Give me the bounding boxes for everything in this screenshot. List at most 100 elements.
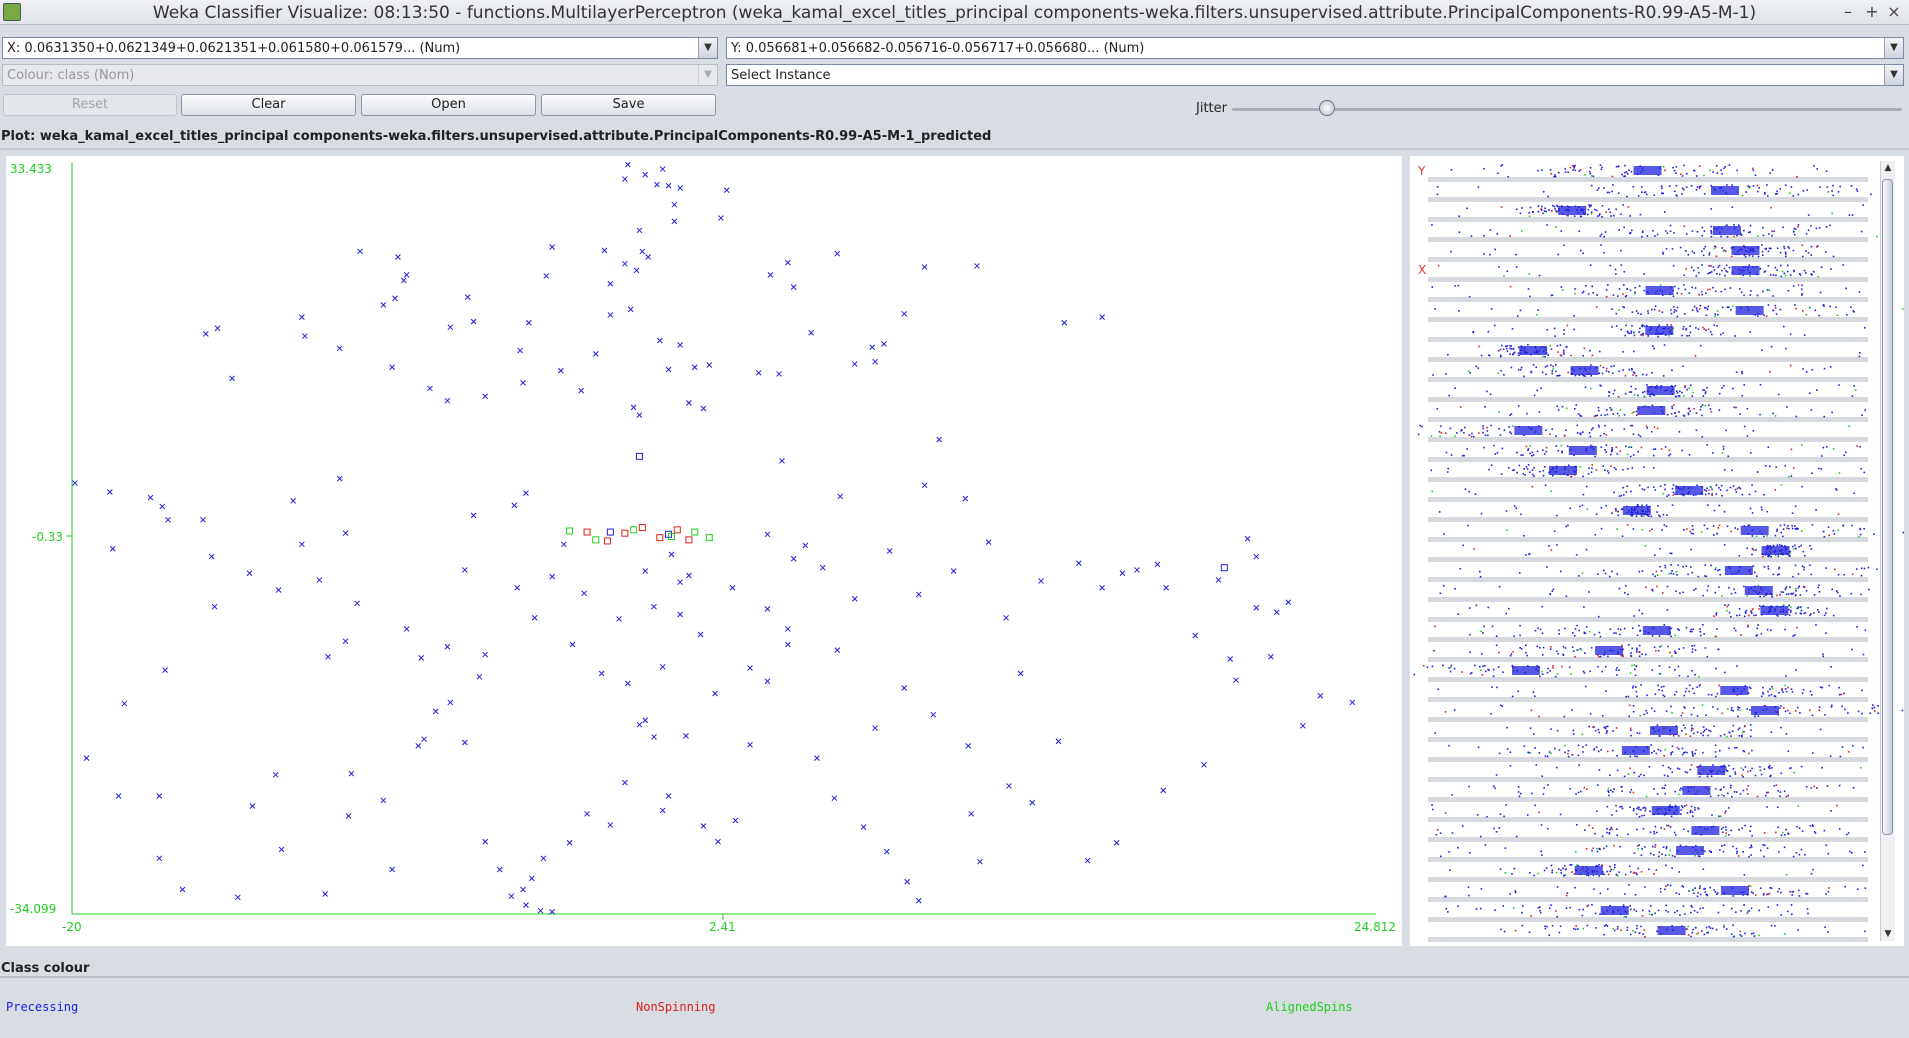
attribute-strip-point [1832,614,1835,617]
x-axis-select[interactable]: X: 0.0631350+0.0621349+0.0621351+0.06158… [2,37,718,59]
attribute-strip-point [1492,668,1495,671]
attribute-strip-point [1661,311,1664,313]
attribute-strip-point [1549,670,1551,672]
attribute-strip-point [1593,888,1595,890]
attribute-strip-point [1665,247,1668,250]
attribute-strip-point [1612,928,1614,930]
attribute-strip-point [1582,493,1585,496]
attribute-strip-point [1509,235,1511,237]
minimize-icon[interactable]: – [1844,2,1852,21]
scroll-up-icon[interactable]: ▲ [1884,163,1892,173]
attribute-strip-point [1584,632,1587,635]
attribute-strip-point [1836,804,1838,807]
attribute-strip-point [1767,250,1770,253]
attribute-strip-point [1494,909,1496,912]
attribute-strip-point [1788,614,1791,616]
save-button[interactable]: Save [541,94,716,116]
attribute-strip-point [1709,331,1712,333]
scroll-down-icon[interactable]: ▼ [1884,929,1892,939]
data-point-alignedspins-square [705,534,713,542]
attribute-strip-point [1716,892,1719,894]
open-button[interactable]: Open [361,94,536,116]
attribute-strip-point [1608,833,1611,835]
attribute-strip-point [1526,654,1529,657]
attribute-scrollbar[interactable]: ▲ ▼ [1880,161,1895,941]
attribute-bars-panel[interactable] [1326,156,1909,946]
attribute-strip-point [1667,494,1670,496]
attribute-strip-point [1743,294,1745,297]
attribute-strip-point [1613,929,1616,932]
attribute-strip-point [1710,564,1712,567]
attribute-strip-point [1754,715,1756,718]
attribute-strip-point [1696,911,1699,914]
attribute-strip-point [1713,245,1716,248]
scatter-plot[interactable] [6,156,1402,946]
attribute-strip-point [1818,591,1821,593]
attribute-strip-point [1825,567,1827,569]
legend-item-alignedspins[interactable]: AlignedSpins [1266,1000,1353,1014]
clear-button[interactable]: Clear [181,94,356,116]
attribute-strip-point [1710,271,1713,273]
attribute-strip-point [1504,847,1507,849]
attribute-strip-point [1499,434,1502,436]
scatter-plot-panel[interactable] [6,156,1402,946]
attribute-strip-point [1631,229,1633,232]
attribute-strip-density [1622,506,1651,515]
attribute-strip-point [1623,270,1626,273]
close-icon[interactable]: × [1887,2,1901,21]
scroll-thumb[interactable] [1882,179,1893,835]
attribute-strip-point [1520,230,1523,232]
attribute-strip-point [1620,654,1622,657]
data-point-precessing-x [496,866,503,873]
maximize-icon[interactable]: + [1865,2,1879,21]
legend-item-nonspinning[interactable]: NonSpinning [636,1000,716,1014]
attribute-strip-point [1793,771,1796,774]
attribute-strip-point [1802,688,1805,691]
attribute-strip-point [1454,285,1456,287]
attribute-strip-point [1627,468,1629,470]
attribute-strip-point [1729,287,1732,289]
attribute-strip-point [1770,767,1773,769]
attribute-strip-point [1682,905,1685,907]
attribute-strip-point [1797,226,1799,228]
attribute-strip-point [1829,305,1831,308]
attribute-strip-point [1839,185,1841,188]
attribute-strip-point [1681,449,1683,452]
attribute-bars[interactable] [1326,156,1909,946]
attribute-strip-point [1475,908,1478,910]
select-instance[interactable]: Select Instance ▼ [726,64,1904,86]
jitter-slider-track[interactable] [1232,108,1902,111]
attribute-strip-point [1644,807,1647,810]
chevron-down-icon[interactable]: ▼ [1884,38,1903,58]
attribute-strip-point [1718,524,1721,527]
colour-select[interactable]: Colour: class (Nom) ▼ [2,64,718,86]
data-point-precessing-x [776,371,782,377]
jitter-slider-knob[interactable] [1318,100,1335,116]
attribute-strip-point [1762,691,1764,694]
data-point-precessing-x [208,553,215,560]
y-axis-select[interactable]: Y: 0.056681+0.056682-0.056716-0.056717+0… [726,37,1904,59]
attribute-strip-point [1639,808,1642,811]
attribute-strip-point [1601,166,1603,169]
attribute-strip-point [1793,233,1796,236]
data-point-precessing-x [601,247,608,254]
attribute-strip-point [1622,351,1624,353]
attribute-strip-point [1603,726,1605,729]
data-point-precessing-x [290,498,297,504]
attribute-strip-point [1701,234,1703,237]
attribute-strip-point [1763,535,1765,538]
chevron-down-icon[interactable]: ▼ [698,38,717,58]
attribute-strip-point [1538,811,1540,814]
data-point-precessing-x [395,254,401,260]
attribute-strip-point [1608,395,1610,397]
attribute-strip-point [1545,210,1548,213]
attribute-strip-point [1449,869,1451,871]
reset-button[interactable]: Reset [3,94,177,116]
chevron-down-icon[interactable]: ▼ [1884,65,1903,85]
attribute-strip-point [1612,392,1615,395]
attribute-strip-separator [1428,837,1868,842]
attribute-strip-point [1623,306,1626,309]
chevron-down-icon[interactable]: ▼ [698,65,717,85]
attribute-strip-point [1730,309,1732,311]
legend-item-precessing[interactable]: Precessing [6,1000,79,1014]
